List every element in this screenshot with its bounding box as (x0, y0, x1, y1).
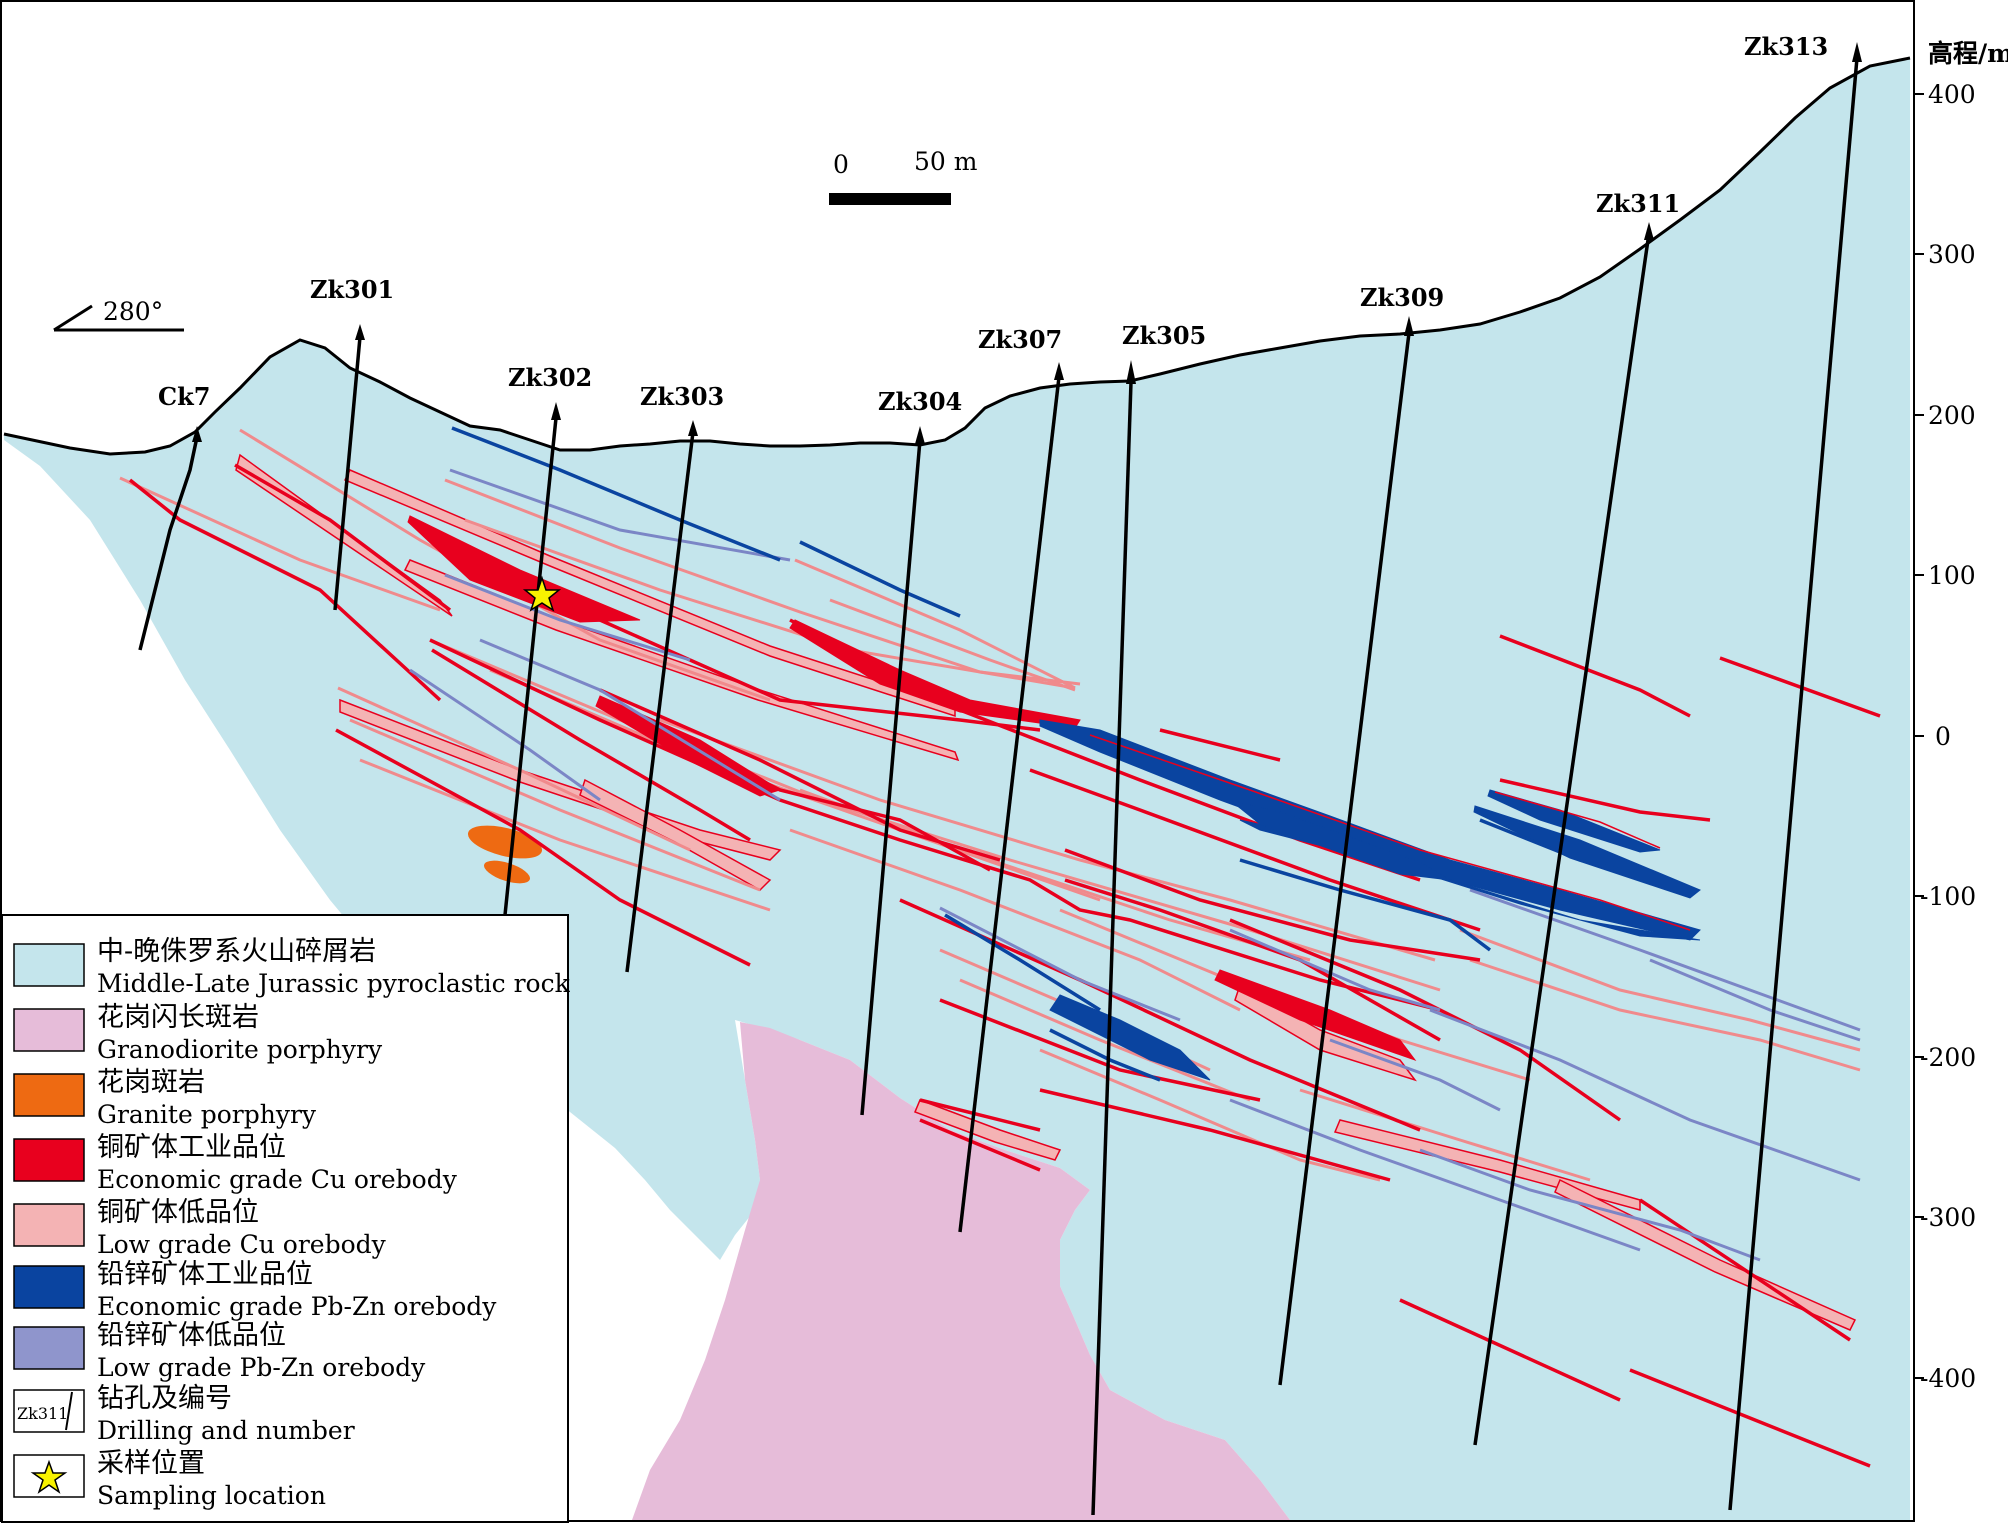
elevation-tick-label: -300 (1920, 1203, 1976, 1232)
legend-label-zh: 钻孔及编号 (97, 1383, 232, 1414)
drill-hole-zk307 (958, 376, 1061, 1233)
legend-label-en: Economic grade Cu orebody (97, 1165, 458, 1194)
topographic-surface (3, 56, 1911, 456)
drill-hole-zk313 (1728, 57, 1859, 1511)
elevation-axis: 高程/m 400 300 200 100 0 -100 -200 -300 -4… (1913, 1, 2008, 1521)
legend-label-en: Economic grade Pb-Zn orebody (97, 1292, 497, 1321)
drill-hole-heads (192, 42, 1862, 444)
scale-bar-rect (829, 193, 951, 205)
economic-grade-pb-zn-veins (451, 426, 1661, 1082)
scale-bar: 0 50 m (829, 147, 978, 205)
pb-zn-inner-red-seams (1089, 734, 1691, 931)
legend-swatch (13, 1008, 85, 1052)
drill-hole-zk301 (333, 336, 362, 611)
elevation-tick-label: 0 (1935, 722, 1951, 751)
legend-label-zh: 花岗斑岩 (97, 1067, 205, 1098)
elevation-tick-label: -100 (1920, 882, 1976, 911)
legend-drill-icon-text: Zk311 (17, 1404, 68, 1423)
legend-label-zh: 铅锌矿体低品位 (97, 1320, 286, 1351)
legend-label-en: Sampling location (97, 1481, 326, 1510)
drill-hole-label: Zk303 (640, 382, 724, 411)
drill-holes (138, 57, 1859, 1516)
legend-drill-icon-line (65, 1391, 73, 1431)
drill-hole-ck7 (138, 436, 199, 651)
drill-hole-label: Ck7 (158, 382, 210, 411)
legend-swatch (13, 1203, 85, 1247)
legend-star-icon (30, 1459, 68, 1494)
legend-label-en: Granite porphyry (97, 1100, 317, 1129)
legend-label-zh: 中-晚侏罗系火山碎屑岩 (97, 936, 376, 967)
legend-label-zh: 铜矿体工业品位 (97, 1132, 286, 1163)
elevation-tick-label: -400 (1920, 1364, 1976, 1393)
drill-hole-label: Zk302 (508, 363, 592, 392)
granite-porphyry-body (484, 860, 530, 884)
drill-hole-zk303 (625, 431, 695, 973)
drill-hole-zk304 (860, 439, 922, 1116)
legend-label-zh: 采样位置 (97, 1448, 205, 1479)
drill-hole-labels: Ck7 Zk301 Zk302 Zk303 Zk304 Zk307 Zk305 … (158, 32, 1828, 416)
legend-box (1, 914, 569, 1523)
drill-hole-label: Zk305 (1122, 321, 1206, 350)
orientation-indicator: 280° (53, 297, 184, 332)
orientation-label: 280° (103, 297, 163, 326)
legend-swatch (13, 1138, 85, 1182)
legend-label-en: Low grade Pb-Zn orebody (97, 1353, 426, 1382)
drill-hole-label: Zk304 (878, 387, 962, 416)
drill-hole-zk305 (1091, 381, 1133, 1516)
legend-label-en: Granodiorite porphyry (97, 1035, 383, 1064)
legend-label-zh: 铜矿体低品位 (97, 1197, 259, 1228)
granodiorite-porphyry-body (632, 1022, 1290, 1520)
drill-hole-label: Zk307 (978, 325, 1062, 354)
legend-swatch (13, 943, 85, 987)
drill-hole-zk311 (1473, 232, 1651, 1446)
legend-swatch (13, 1265, 85, 1309)
elevation-tick-label: 400 (1928, 80, 1976, 109)
sampling-location-star-icon (522, 575, 562, 612)
scale-bar-length: 50 m (914, 147, 978, 176)
legend-label-zh: 铅锌矿体工业品位 (97, 1259, 313, 1290)
elevation-tick-label: 200 (1928, 401, 1976, 430)
legend-label-zh: 花岗闪长斑岩 (97, 1002, 259, 1033)
legend-swatch (13, 1389, 85, 1433)
legend-swatch (13, 1326, 85, 1370)
legend-swatch (13, 1073, 85, 1117)
elevation-tick-label: -200 (1920, 1043, 1976, 1072)
legend-label-en: Low grade Cu orebody (97, 1230, 387, 1259)
drill-hole-label: Zk309 (1360, 283, 1444, 312)
elevation-tick-label: 100 (1928, 561, 1976, 590)
legend: 中-晚侏罗系火山碎屑岩 Middle-Late Jurassic pyrocla… (1, 914, 571, 1523)
elevation-axis-title: 高程/m (1928, 39, 2008, 68)
drill-hole-label: Zk311 (1596, 189, 1680, 218)
drill-hole-zk302 (503, 417, 558, 916)
legend-label-en: Middle-Late Jurassic pyroclastic rock (97, 969, 571, 998)
drill-hole-label: Zk301 (310, 275, 394, 304)
scale-bar-zero: 0 (833, 150, 849, 179)
drill-hole-label: Zk313 (1744, 32, 1828, 61)
drill-hole-zk309 (1278, 332, 1411, 1386)
legend-label-en: Drilling and number (97, 1416, 355, 1445)
elevation-tick-label: 300 (1928, 240, 1976, 269)
low-grade-pb-zn-veins (409, 468, 1861, 1262)
